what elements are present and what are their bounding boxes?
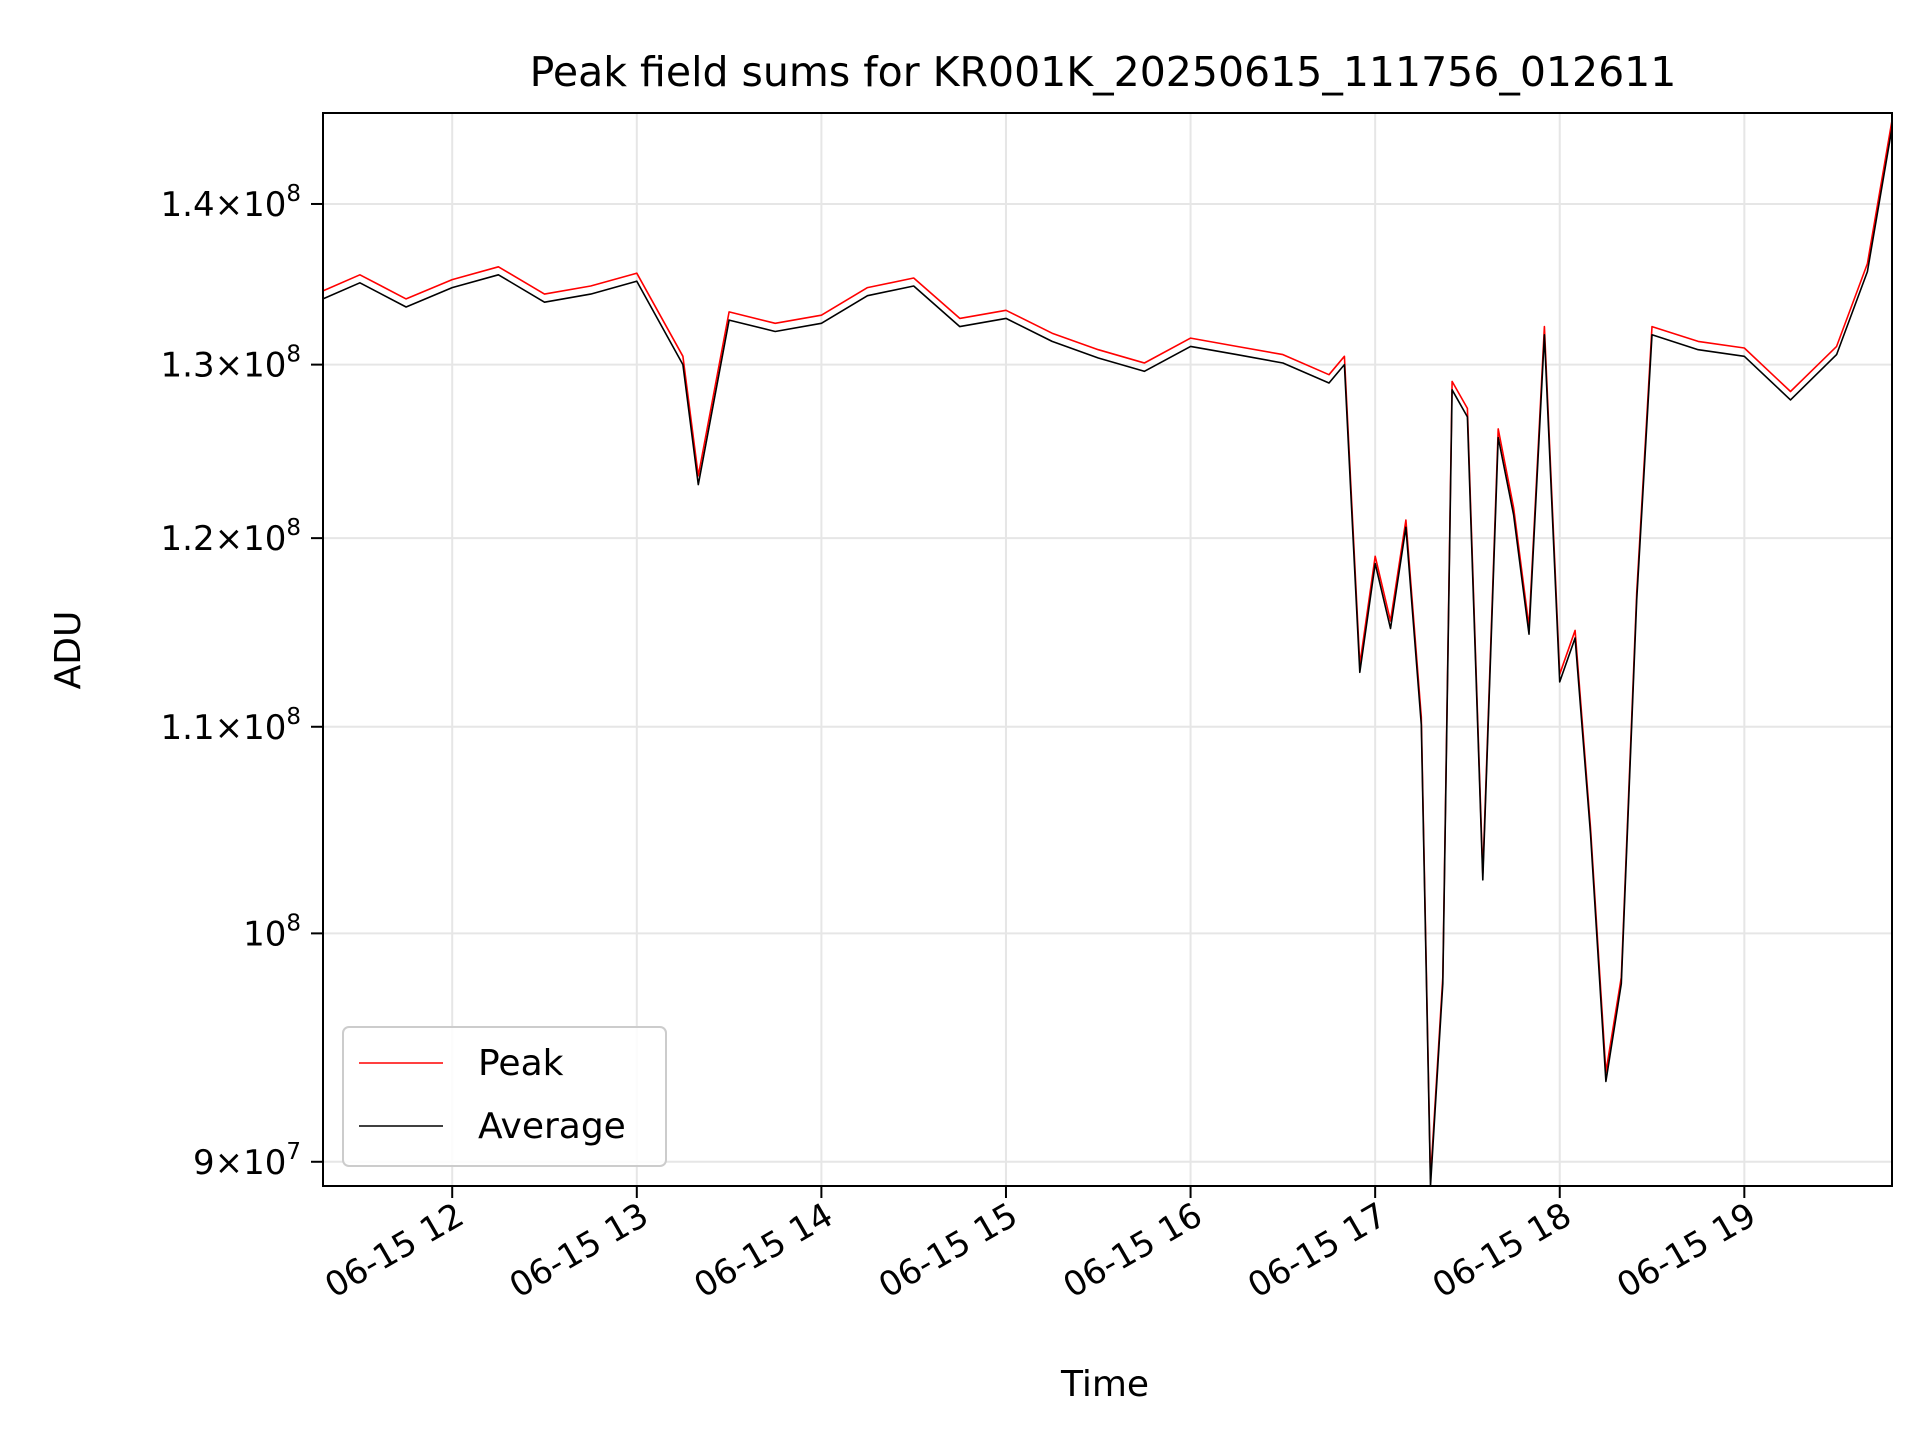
y-tick-mantissa: 9 <box>193 1143 215 1183</box>
y-tick-exponent: 8 <box>286 342 301 368</box>
y-tick-mantissa: 1.2 <box>161 519 215 559</box>
y-tick-label: 1.2×108 <box>161 515 301 559</box>
y-tick-exponent: 8 <box>286 181 301 207</box>
series-lines <box>322 120 1893 1187</box>
y-tick-mantissa: 1.3 <box>161 346 215 386</box>
y-tick-exponent: 8 <box>286 515 301 541</box>
legend-box <box>342 1026 667 1167</box>
y-tick-label: 1.1×108 <box>161 704 301 748</box>
y-tick-times-symbol: ×10 <box>215 519 287 559</box>
y-tick-mantissa: 1.1 <box>161 708 215 748</box>
y-tick-label: 108 <box>243 910 301 954</box>
y-tick-label: 1.4×108 <box>161 181 301 225</box>
y-tick-times-symbol: ×10 <box>215 185 287 225</box>
y-tick-exponent: 8 <box>286 910 301 936</box>
x-axis-label: Time <box>1060 1364 1149 1405</box>
series-line-peak <box>322 120 1893 1180</box>
y-tick-times-symbol: ×10 <box>215 1143 287 1183</box>
plot-area <box>323 113 1892 1186</box>
series-line-average <box>322 127 1893 1187</box>
legend-label-peak: Peak <box>478 1043 564 1084</box>
y-tick-label: 9×107 <box>193 1139 301 1183</box>
y-tick-exponent: 8 <box>286 704 301 730</box>
chart-title: Peak field sums for KR001K_20250615_1117… <box>530 48 1677 96</box>
y-tick-times-symbol: ×10 <box>215 346 287 386</box>
y-tick-times-symbol: ×10 <box>215 708 287 748</box>
y-tick-label: 1.3×108 <box>161 342 301 386</box>
y-tick-exponent: 7 <box>286 1139 301 1165</box>
plot-frame <box>322 112 1893 1187</box>
legend-label-average: Average <box>478 1106 626 1147</box>
y-tick-mantissa: 1.4 <box>161 185 215 225</box>
y-axis-label: ADU <box>48 611 89 690</box>
y-tick-base: 10 <box>243 914 286 954</box>
legend: Peak Average <box>342 1026 667 1167</box>
